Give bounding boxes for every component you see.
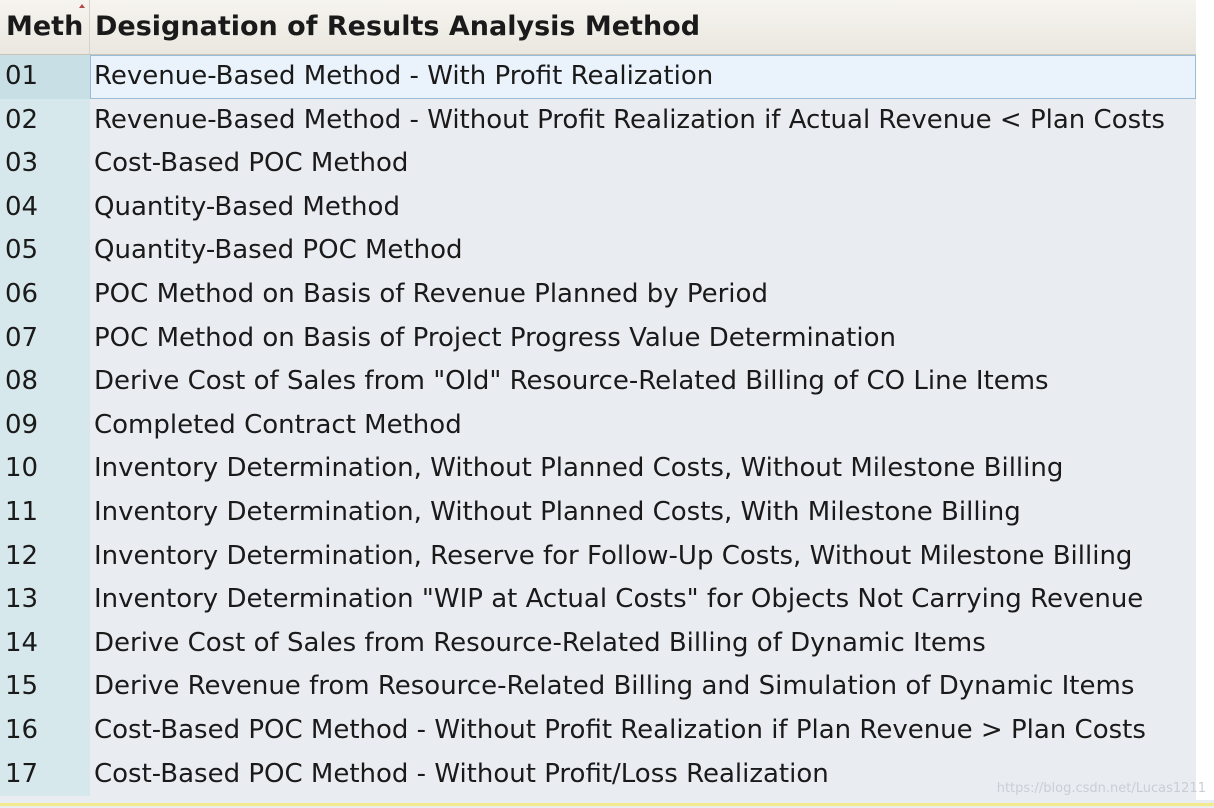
method-code-cell[interactable]: 09 [0, 403, 90, 448]
method-designation-cell[interactable]: Revenue-Based Method - Without Profit Re… [94, 104, 1165, 135]
table-row[interactable]: 04 Quantity-Based Method [0, 185, 1196, 230]
table-row[interactable]: 09 Completed Contract Method [0, 403, 1196, 448]
method-designation-cell[interactable]: Quantity-Based Method [94, 191, 400, 222]
table-row[interactable]: 15 Derive Revenue from Resource-Related B… [0, 665, 1196, 709]
table-row[interactable]: 13 Inventory Determination "WIP at Actual… [0, 578, 1196, 622]
table-row[interactable]: 07 POC Method on Basis of Project Progres… [0, 316, 1196, 361]
method-designation-cell[interactable]: Derive Cost of Sales from Resource-Relat… [94, 627, 986, 658]
method-code-cell[interactable]: 08 [0, 360, 90, 404]
method-designation-cell[interactable]: Cost-Based POC Method - Without Profit/L… [94, 758, 829, 789]
grid-right-edge [1196, 0, 1214, 800]
table-body: 01 Revenue-Based Method - With Profit Rea… [0, 55, 1196, 797]
watermark-text: https://blog.csdn.net/Lucas1211 [996, 781, 1206, 796]
column-header-method[interactable]: Meth [0, 0, 90, 54]
sort-indicator-icon [79, 4, 85, 8]
method-code-cell[interactable]: 04 [0, 185, 90, 230]
method-code-cell[interactable]: 10 [0, 447, 90, 491]
table-row[interactable]: 14 Derive Cost of Sales from Resource-Rel… [0, 621, 1196, 666]
table-row[interactable]: 06 POC Method on Basis of Revenue Planned… [0, 272, 1196, 317]
table-row[interactable]: 11 Inventory Determination, Without Plann… [0, 490, 1196, 535]
method-designation-cell[interactable]: Inventory Determination, Without Planned… [94, 453, 1064, 484]
method-code-cell[interactable]: 06 [0, 272, 90, 317]
method-code-cell[interactable]: 13 [0, 578, 90, 622]
column-header-designation-label: Designation of Results Analysis Method [95, 11, 701, 42]
table-row[interactable]: 03 Cost-Based POC Method [0, 142, 1196, 186]
method-code-cell[interactable]: 14 [0, 621, 90, 666]
table-row[interactable]: 16 Cost-Based POC Method - Without Profit… [0, 708, 1196, 753]
method-code-cell[interactable]: 15 [0, 665, 90, 709]
method-code-cell[interactable]: 16 [0, 708, 90, 753]
method-designation-cell[interactable]: Revenue-Based Method - With Profit Reali… [90, 55, 1196, 99]
method-code-cell[interactable]: 17 [0, 752, 90, 797]
method-designation-cell[interactable]: Inventory Determination, Without Planned… [94, 496, 1021, 527]
method-designation-cell[interactable]: Derive Cost of Sales from "Old" Resource… [94, 366, 1049, 397]
method-designation-cell[interactable]: Cost-Based POC Method - Without Profit R… [94, 714, 1146, 745]
table-row[interactable]: 17 Cost-Based POC Method - Without Profit… [0, 752, 1196, 797]
table-row[interactable]: 08 Derive Cost of Sales from "Old" Resour… [0, 360, 1196, 404]
method-designation-cell[interactable]: Derive Revenue from Resource-Related Bil… [94, 671, 1135, 702]
method-designation-cell[interactable]: Inventory Determination "WIP at Actual C… [94, 584, 1144, 615]
method-designation-cell[interactable]: Inventory Determination, Reserve for Fol… [94, 540, 1133, 571]
method-code-cell[interactable]: 07 [0, 316, 90, 361]
method-code-cell[interactable]: 11 [0, 490, 90, 535]
method-code-cell[interactable]: 12 [0, 534, 90, 579]
method-designation-cell[interactable]: POC Method on Basis of Revenue Planned b… [94, 278, 768, 309]
column-header-designation[interactable]: Designation of Results Analysis Method [90, 0, 1196, 54]
method-designation-cell[interactable]: Quantity-Based POC Method [94, 235, 463, 266]
method-code-cell[interactable]: 03 [0, 142, 90, 186]
table-row[interactable]: 02 Revenue-Based Method - Without Profit … [0, 98, 1196, 143]
method-code-cell[interactable]: 02 [0, 98, 90, 143]
table-header: Meth Designation of Results Analysis Met… [0, 0, 1196, 55]
column-header-method-label: Meth [6, 11, 84, 42]
table-row[interactable]: 10 Inventory Determination, Without Plann… [0, 447, 1196, 491]
method-code-cell[interactable]: 05 [0, 229, 90, 273]
method-designation-cell[interactable]: Cost-Based POC Method [94, 148, 409, 179]
method-designation-cell[interactable]: Completed Contract Method [94, 409, 462, 440]
table-row[interactable]: 12 Inventory Determination, Reserve for F… [0, 534, 1196, 579]
status-divider [0, 803, 1214, 806]
table-row[interactable]: 01 Revenue-Based Method - With Profit Rea… [0, 55, 1196, 99]
table-row[interactable]: 05 Quantity-Based POC Method [0, 229, 1196, 273]
method-code-cell[interactable]: 01 [0, 55, 90, 99]
method-designation-cell[interactable]: POC Method on Basis of Project Progress … [94, 322, 896, 353]
